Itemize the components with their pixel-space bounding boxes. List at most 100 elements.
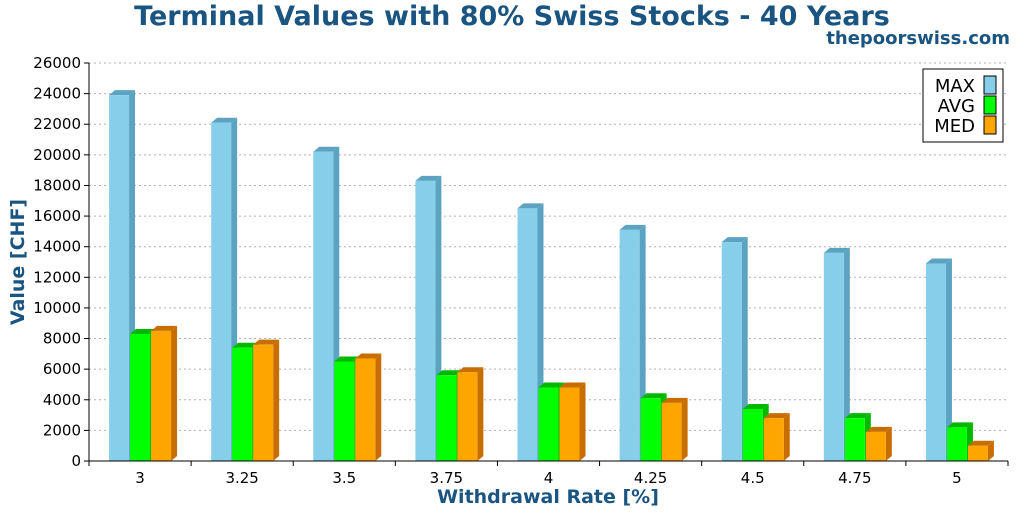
- bar-front: [967, 445, 988, 461]
- bar-med: [151, 325, 178, 461]
- bar-side: [681, 397, 688, 461]
- bar-top: [109, 90, 136, 96]
- x-tick-label: 3.25: [225, 469, 258, 487]
- bar-top: [457, 367, 484, 373]
- bar-front: [313, 151, 334, 462]
- y-tick-label: 26000: [33, 54, 81, 72]
- bar-front: [334, 361, 355, 461]
- bar-top: [823, 247, 850, 253]
- bar-side: [477, 367, 484, 461]
- y-tick-label: 6000: [43, 360, 81, 378]
- bar-top: [211, 117, 238, 123]
- x-tick-label: 4.75: [838, 469, 871, 487]
- watermark: thepoorswiss.com: [826, 28, 1010, 49]
- bar-side: [945, 258, 952, 461]
- bar-front: [253, 344, 274, 461]
- legend-swatch-med: [983, 115, 997, 135]
- bar-front: [436, 375, 457, 461]
- bar-top: [130, 328, 157, 334]
- y-tick-label: 12000: [33, 268, 81, 286]
- bar-top: [313, 146, 340, 152]
- x-axis: 3 3.25 3.5 3.75 4 4.25 4.5 4.75 5: [88, 460, 1009, 487]
- y-tick-label: 2000: [43, 421, 81, 439]
- bar-med: [967, 440, 994, 461]
- bar-front: [640, 398, 661, 461]
- y-tick-label: 24000: [33, 85, 81, 103]
- y-tick-label: 20000: [33, 146, 81, 164]
- bar-top: [334, 356, 361, 362]
- bar-top: [232, 342, 259, 348]
- bar-max: [721, 237, 748, 461]
- bar-top: [661, 397, 688, 403]
- legend-label-avg: AVG: [938, 96, 975, 117]
- bar-front: [415, 180, 436, 461]
- x-tick-label: 5: [952, 469, 962, 487]
- bar-med: [457, 367, 484, 461]
- bar-top: [517, 203, 544, 209]
- bar-med: [559, 382, 586, 461]
- bar-top: [415, 175, 442, 181]
- y-tick-label: 4000: [43, 391, 81, 409]
- bars: [109, 90, 994, 462]
- bar-front: [517, 208, 538, 461]
- bar-top: [844, 413, 871, 419]
- bar-front: [355, 358, 376, 461]
- bar-side: [987, 440, 994, 461]
- bar-top: [355, 353, 382, 359]
- bar-front: [232, 347, 253, 461]
- y-tick-label: 16000: [33, 207, 81, 225]
- bar-max: [823, 247, 850, 461]
- bar-side: [843, 247, 850, 461]
- bar-top: [559, 382, 586, 388]
- bar-max: [925, 258, 952, 461]
- legend-label-med: MED: [934, 116, 975, 137]
- bar-top: [763, 413, 790, 419]
- bar-front: [721, 242, 742, 461]
- x-tick-label: 4.25: [634, 469, 667, 487]
- bar-top: [865, 426, 892, 432]
- bar-side: [579, 382, 586, 461]
- bar-top: [946, 422, 973, 428]
- y-axis: 0 2000 4000 6000 8000 10000 12000 14000 16000 180…: [33, 54, 90, 470]
- bar-front: [823, 252, 844, 461]
- bar-med: [865, 426, 892, 461]
- y-tick-label: 0: [71, 452, 81, 470]
- y-tick-label: 10000: [33, 299, 81, 317]
- x-axis-label: Withdrawal Rate [%]: [437, 486, 659, 508]
- bar-side: [171, 325, 178, 461]
- y-axis-label: Value [CHF]: [7, 199, 29, 325]
- bar-top: [151, 325, 178, 331]
- bar-side: [885, 426, 892, 461]
- bar-front: [559, 387, 580, 461]
- bar-top: [253, 339, 280, 345]
- bar-top: [640, 393, 667, 399]
- bar-med: [661, 397, 688, 461]
- bar-side: [375, 353, 382, 461]
- bar-med: [763, 413, 790, 461]
- y-tick-label: 22000: [33, 115, 81, 133]
- bar-front: [865, 431, 886, 461]
- x-tick-label: 3.75: [430, 469, 463, 487]
- bar-front: [457, 372, 478, 461]
- bar-front: [619, 229, 640, 461]
- x-tick-label: 4: [544, 469, 554, 487]
- bar-top: [436, 370, 463, 376]
- bar-front: [763, 418, 784, 461]
- chart-title: Terminal Values with 80% Swiss Stocks - …: [134, 1, 890, 32]
- y-tick-label: 18000: [33, 176, 81, 194]
- bar-front: [946, 427, 967, 461]
- bar-side: [273, 339, 280, 461]
- bar-side: [741, 237, 748, 461]
- bar-front: [661, 402, 682, 461]
- y-tick-label: 14000: [33, 238, 81, 256]
- bar-front: [151, 330, 172, 461]
- bar-top: [721, 237, 748, 243]
- bar-med: [253, 339, 280, 461]
- bar-front: [109, 95, 130, 462]
- bar-top: [538, 382, 565, 388]
- bar-front: [538, 387, 559, 461]
- y-tick-label: 8000: [43, 330, 81, 348]
- bar-top: [925, 258, 952, 264]
